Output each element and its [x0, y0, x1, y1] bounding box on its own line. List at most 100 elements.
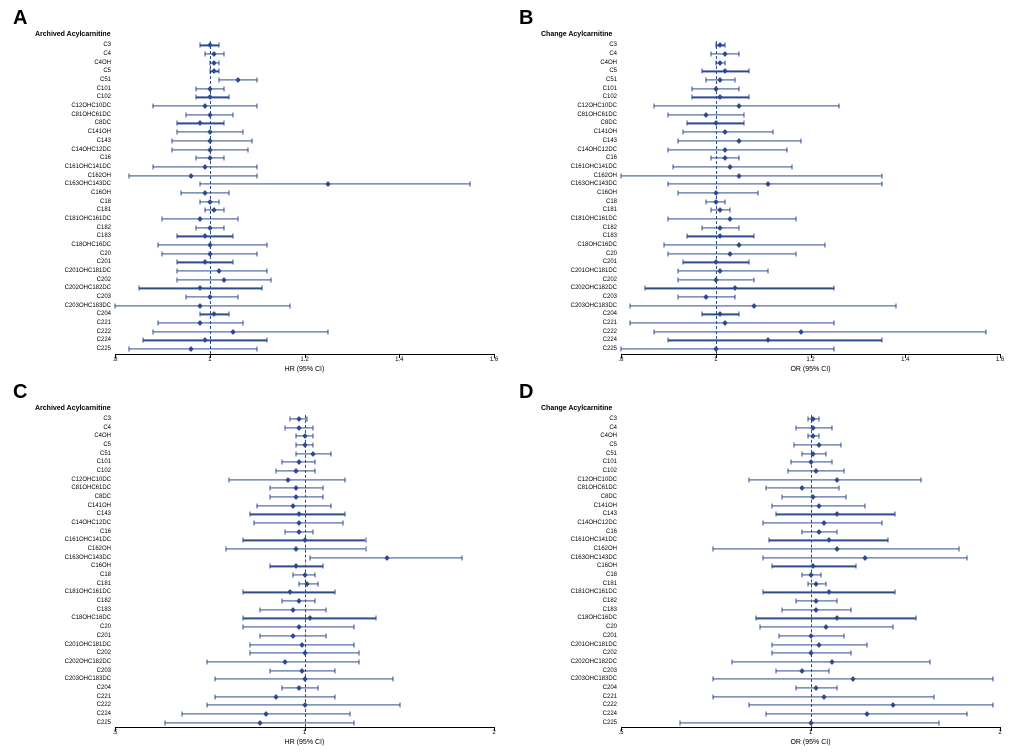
point-estimate: [713, 346, 719, 352]
row-label: C4: [609, 51, 617, 57]
ci-cap: [677, 138, 678, 143]
ci-cap: [296, 434, 297, 439]
point-estimate: [207, 225, 213, 231]
point-estimate: [231, 329, 237, 335]
x-tick-label: .5: [112, 727, 117, 736]
x-tick-label: 2: [492, 727, 495, 736]
ci-cap: [677, 269, 678, 274]
row-label: C14OHC12DC: [577, 147, 617, 153]
row-label: C18: [606, 572, 617, 578]
point-estimate: [713, 199, 719, 205]
forest-panel-B: BChange AcylcarnitineC3C4C4OHC5C51C101C1…: [511, 5, 1015, 377]
ci-cap: [171, 138, 172, 143]
ci-cap: [781, 494, 782, 499]
ci-cap: [796, 599, 797, 604]
row-label: C18: [100, 199, 111, 205]
ci-cap: [171, 147, 172, 152]
row-label: C225: [97, 346, 111, 352]
ci-cap: [881, 173, 882, 178]
point-estimate: [826, 538, 832, 544]
ci-cap: [772, 642, 773, 647]
point-estimate: [212, 207, 218, 213]
ci-cap: [354, 625, 355, 630]
row-label: C143: [603, 511, 617, 517]
point-estimate: [302, 433, 308, 439]
point-estimate: [718, 77, 724, 83]
ci-cap: [958, 547, 959, 552]
ci-cap: [796, 685, 797, 690]
ci-cap: [243, 616, 244, 621]
ci-cap: [846, 494, 847, 499]
ci-cap: [836, 599, 837, 604]
row-label: C141OH: [594, 503, 617, 509]
point-estimate: [816, 642, 822, 648]
ci-cap: [322, 564, 323, 569]
point-estimate: [703, 112, 709, 118]
forest-panel-D: DChange AcylcarnitineC3C4C4OHC5C51C101C1…: [511, 379, 1015, 751]
point-estimate: [722, 147, 728, 153]
ci-cap: [826, 451, 827, 456]
ci-cap: [692, 86, 693, 91]
ci-cap: [260, 633, 261, 638]
row-label: C224: [603, 711, 617, 717]
row-label: C203OHC183DC: [571, 303, 617, 309]
row-label: C101: [603, 86, 617, 92]
row-label: C16OH: [597, 563, 617, 569]
row-label: C4OH: [600, 433, 617, 439]
row-label: C12OHC10DC: [71, 477, 111, 483]
point-estimate: [207, 42, 213, 48]
point-estimate: [290, 607, 296, 613]
point-estimate: [727, 251, 733, 257]
ci-cap: [725, 60, 726, 65]
ci-cap: [181, 190, 182, 195]
row-label: C141OH: [594, 129, 617, 135]
row-label: C162OH: [88, 173, 111, 179]
ci-cap: [275, 468, 276, 473]
row-label: C182: [603, 598, 617, 604]
row-label: C4: [103, 425, 111, 431]
point-estimate: [829, 659, 835, 665]
row-label: C224: [97, 337, 111, 343]
x-axis-title: OR (95% CI): [790, 354, 830, 373]
ci-cap: [205, 52, 206, 57]
row-label: C18OHC16DC: [577, 615, 617, 621]
ci-cap: [176, 269, 177, 274]
point-estimate: [722, 320, 728, 326]
point-estimate: [207, 155, 213, 161]
ci-cap: [993, 677, 994, 682]
ci-cap: [315, 599, 316, 604]
ci-cap: [668, 147, 669, 152]
row-label: C5: [609, 442, 617, 448]
ci-cap: [257, 173, 258, 178]
ci-cap: [654, 329, 655, 334]
ci-line: [654, 106, 839, 107]
row-label: C201: [97, 259, 111, 265]
point-estimate: [810, 451, 816, 457]
plot-area: C3C4C4OHC5C51C101C102C12OHC10DCC81OHC61D…: [115, 41, 494, 355]
ci-cap: [692, 95, 693, 100]
row-label: C3: [103, 416, 111, 422]
ci-cap: [712, 677, 713, 682]
ci-cap: [838, 104, 839, 109]
point-estimate: [296, 425, 302, 431]
ci-cap: [892, 625, 893, 630]
point-estimate: [290, 633, 296, 639]
ci-cap: [162, 251, 163, 256]
row-label: C183: [603, 607, 617, 613]
ci-cap: [796, 425, 797, 430]
ci-cap: [247, 147, 248, 152]
point-estimate: [808, 572, 814, 578]
ci-cap: [312, 434, 313, 439]
ci-cap: [296, 442, 297, 447]
ci-cap: [250, 642, 251, 647]
point-estimate: [713, 260, 719, 266]
ci-cap: [223, 208, 224, 213]
ci-cap: [365, 547, 366, 552]
ci-cap: [851, 651, 852, 656]
ci-cap: [242, 321, 243, 326]
ci-cap: [261, 286, 262, 291]
ci-cap: [938, 720, 939, 725]
row-label: C201OHC181DC: [65, 642, 111, 648]
ci-cap: [206, 659, 207, 664]
x-tick-label: 1.6: [996, 354, 1004, 363]
